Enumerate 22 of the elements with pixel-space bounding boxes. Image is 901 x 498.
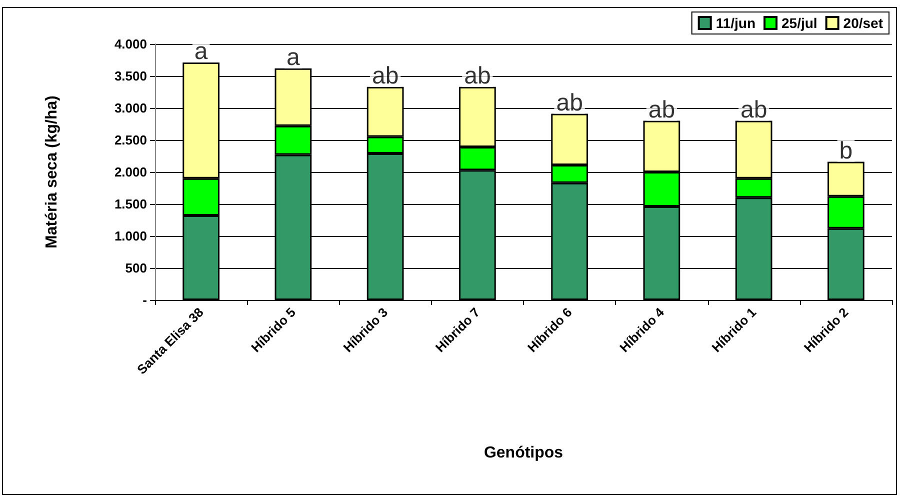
y-tick-label: 3.500 [114,68,147,84]
y-tick-label: 2.500 [114,132,147,148]
y-tick-label: 2.000 [114,164,147,180]
y-tick-label: 1.500 [114,196,147,212]
annotation: ab [372,62,399,90]
x-axis-title: Genótipos [484,444,564,462]
annotation: ab [464,62,491,90]
y-tick-label: 4.000 [114,36,147,52]
annotation: ab [740,96,768,124]
y-tick-label: 1.000 [114,228,147,244]
legend-label: 20/set [843,15,884,31]
y-tick-label: 500 [125,260,147,276]
y-axis-title: Matéria seca (kg/ha) [44,96,60,248]
y-tick-label: - [142,292,147,308]
annotation: a [286,44,301,71]
annotation: ab [556,89,583,116]
legend-label: 11/jun [716,15,756,31]
annotation: b [839,137,853,164]
annotation: ab [648,96,676,124]
y-tick-label: 3.000 [114,100,147,116]
legend-label: 25/jul [782,15,818,31]
annotation: a [194,38,208,66]
